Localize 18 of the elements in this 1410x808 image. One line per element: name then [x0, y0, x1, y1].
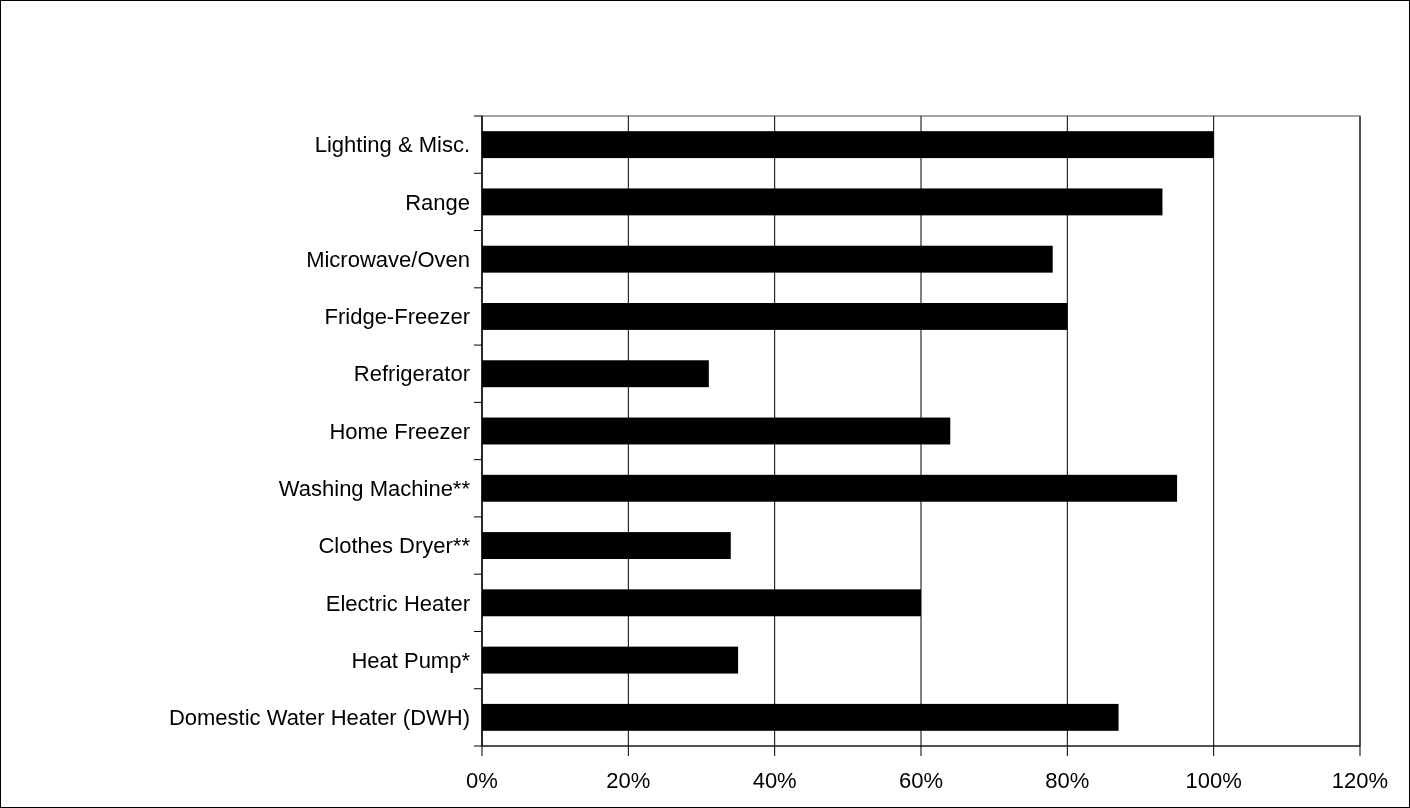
x-tick-label: 120%	[1331, 768, 1389, 793]
y-tick-label: Microwave/Oven	[306, 246, 470, 272]
y-tick-label: Electric Heater	[325, 590, 470, 616]
x-tick-label: 20%	[606, 768, 651, 793]
x-tick-label: 0%	[466, 768, 498, 793]
x-tick-label: 100%	[1185, 768, 1242, 793]
y-tick-label: Range	[405, 189, 470, 215]
y-tick-label: Fridge-Freezer	[324, 304, 470, 330]
y-tick-label: Heat Pump*	[351, 647, 471, 673]
y-tick-label: Lighting & Misc.	[314, 132, 470, 158]
y-tick-label: Clothes Dryer**	[318, 533, 471, 559]
y-tick-label: Refrigerator	[353, 361, 470, 387]
y-tick-label: Domestic Water Heater (DWH)	[168, 705, 470, 731]
x-tick-label: 60%	[898, 768, 944, 793]
x-tick-label: 40%	[752, 768, 797, 793]
y-tick-label: Washing Machine**	[278, 475, 471, 501]
y-tick-label: Home Freezer	[329, 418, 470, 444]
x-tick-label: 80%	[1045, 768, 1090, 793]
